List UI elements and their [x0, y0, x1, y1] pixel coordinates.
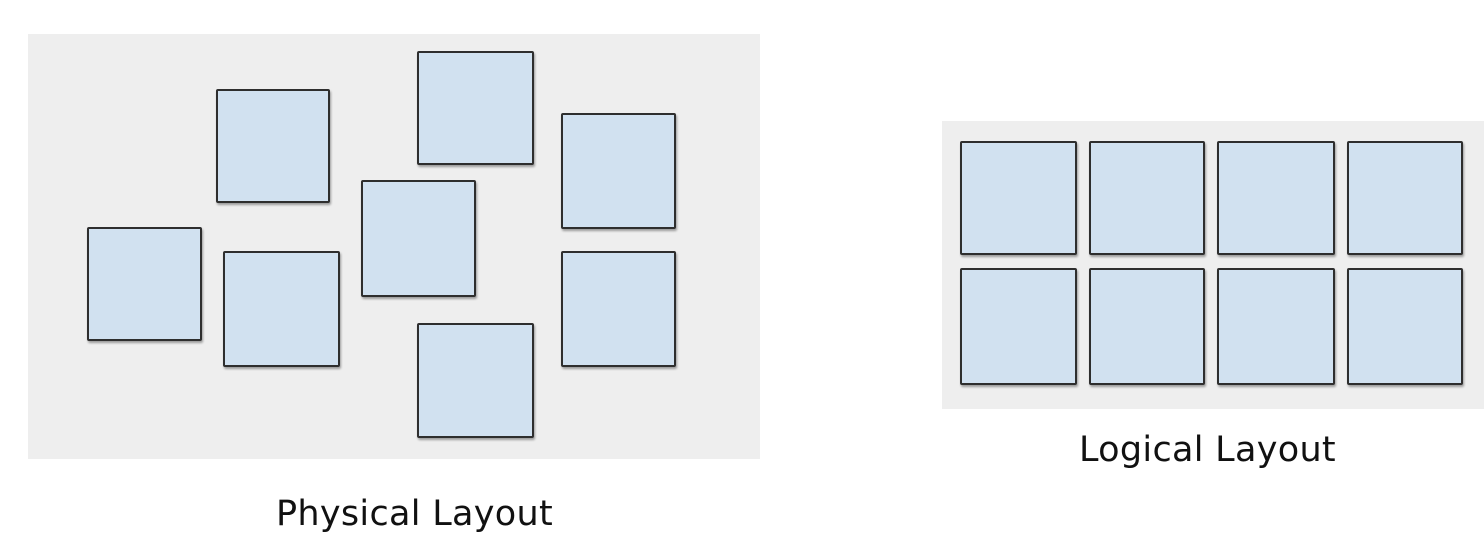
physical-tile [361, 180, 476, 297]
logical-tile [1217, 268, 1335, 385]
logical-layout-panel [942, 121, 1484, 409]
logical-tile [1347, 141, 1463, 255]
physical-tile [87, 227, 202, 341]
physical-layout-caption: Physical Layout [276, 494, 553, 534]
logical-tile [960, 141, 1077, 255]
physical-tile [417, 323, 534, 438]
physical-tile [561, 113, 676, 229]
logical-tile [1089, 141, 1205, 255]
physical-tile [216, 89, 330, 203]
physical-tile [223, 251, 340, 367]
logical-layout-caption: Logical Layout [1079, 430, 1336, 470]
logical-tile [1089, 268, 1205, 385]
logical-tile [1217, 141, 1335, 255]
physical-tile [561, 251, 676, 367]
physical-tile [417, 51, 534, 165]
logical-tile [960, 268, 1077, 385]
logical-tile [1347, 268, 1463, 385]
physical-layout-panel [28, 34, 760, 459]
